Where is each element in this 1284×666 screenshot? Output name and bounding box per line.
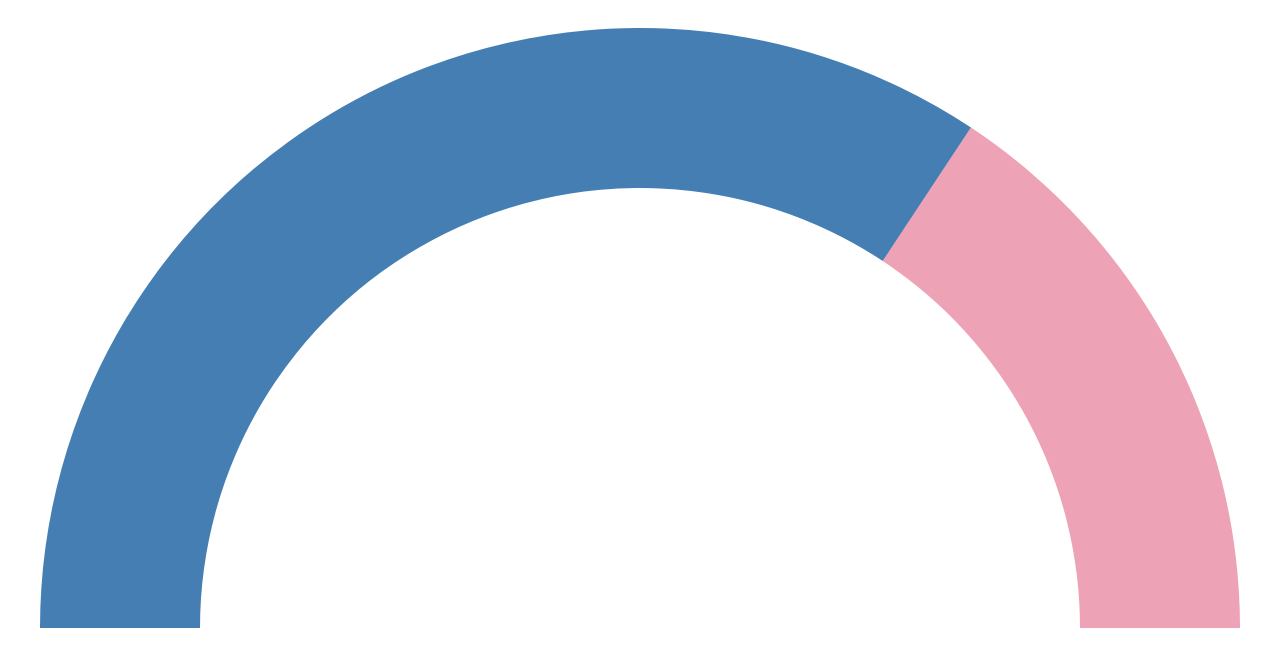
donut-segment-2 bbox=[882, 127, 1240, 628]
donut-segment-1 bbox=[40, 27, 971, 629]
chart-segments bbox=[40, 27, 1240, 629]
